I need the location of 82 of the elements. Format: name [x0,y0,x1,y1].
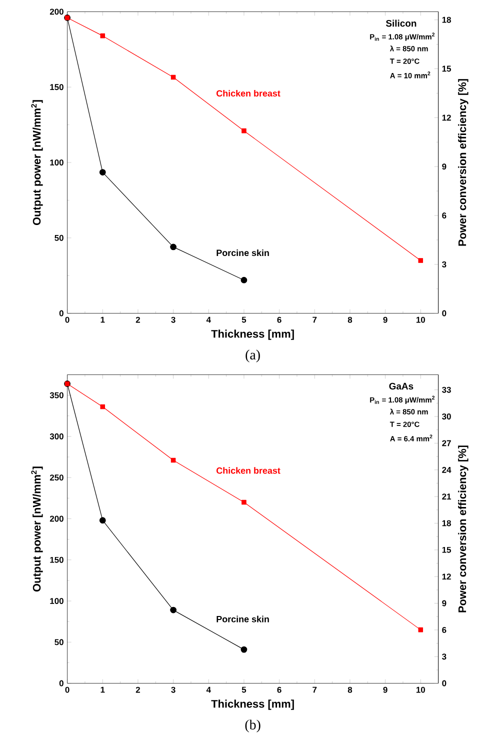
point [242,128,246,134]
y2-tick-label: 12 [442,574,451,580]
y2-tick-label: 9 [442,164,446,170]
x-tick-label: 7 [312,316,317,323]
y-tick-label: 150 [50,84,64,90]
x-tick-label: 6 [277,316,282,323]
point [240,646,248,653]
point [418,627,424,632]
y2-tick-label: 12 [442,114,451,121]
y2-tick-label: 3 [442,654,446,660]
series-label: Chicken breast [216,467,280,474]
y-axis-title: Output power [nW/mm$^{2}$] [31,466,43,592]
point [99,169,106,176]
y2-tick-label: 15 [442,66,452,72]
point [242,500,246,505]
y-tick-label: 50 [54,639,64,646]
x-axis-title: Thickness [mm] [211,700,294,710]
y2-tick-label: 3 [442,261,446,268]
x-tick-label: 7 [312,686,317,693]
y-tick-label: 150 [50,556,64,563]
point [100,404,106,410]
x-tick-label: 4 [206,316,211,323]
y2-tick-label: 21 [442,494,452,500]
series-label: Porcine skin [216,616,269,622]
point [170,74,176,80]
x-tick-label: 2 [136,686,140,693]
y-tick-label: 300 [50,433,64,440]
point [100,33,106,38]
point [170,244,176,250]
text: (a) [246,350,260,362]
x-tick-label: 9 [383,686,388,693]
x-tick-label: 0 [65,316,70,323]
y2-tick-label: 0 [442,680,446,686]
point [240,276,248,284]
annotation: GaAs [389,382,414,390]
y2-tick-label: 15 [442,546,452,553]
x-tick-label: 10 [416,316,425,323]
y2-axis-title: Power conversion efficiency [%] [458,79,468,246]
y2-tick-label: 27 [442,440,451,446]
y-tick-label: 200 [50,8,64,15]
x-tick-label: 9 [383,316,388,323]
x-tick-label: 1 [100,316,105,323]
y-tick-label: 50 [54,234,64,241]
x-tick-label: 6 [277,686,282,693]
y2-tick-label: 30 [442,414,451,420]
x-tick-label: 2 [136,316,140,323]
series-label: Chicken breast [216,90,280,97]
y2-tick-label: 24 [442,466,452,473]
annotation: Silicon [386,20,416,27]
y2-tick-label: 0 [442,310,446,316]
y-tick-label: 250 [50,474,64,481]
y2-tick-label: 6 [442,212,446,218]
x-tick-label: 4 [206,686,211,693]
x-tick-label: 5 [242,686,246,693]
y2-tick-label: 18 [442,520,451,526]
x-tick-label: 10 [416,686,425,693]
point [418,258,424,263]
y-tick-label: 0 [59,680,64,686]
point [170,458,176,463]
point [170,606,176,614]
y2-tick-label: 6 [442,626,446,633]
text: (b) [245,720,260,732]
x-tick-label: 3 [171,686,176,693]
y-tick-label: 200 [50,516,64,522]
x-axis-title: Thickness [mm] [211,330,294,340]
series-label: Porcine skin [216,249,269,256]
x-tick-label: 0 [65,686,70,693]
y2-tick-label: 9 [442,600,446,606]
y-tick-label: 100 [50,160,64,166]
x-tick-label: 1 [100,686,105,693]
y-tick-label: 350 [50,392,64,398]
x-tick-label: 5 [242,316,246,323]
y2-tick-label: 33 [442,386,451,393]
y-axis-title: Output power [nW/mm$^{2}$] [31,100,43,225]
x-tick-label: 8 [348,686,352,693]
y2-tick-label: 18 [442,16,451,23]
point [99,517,106,524]
x-tick-label: 8 [348,316,352,323]
y-tick-label: 0 [59,310,64,316]
y2-axis-title: Power conversion efficiency [%] [458,446,468,612]
x-tick-label: 3 [171,316,176,323]
y-tick-label: 100 [50,598,64,604]
